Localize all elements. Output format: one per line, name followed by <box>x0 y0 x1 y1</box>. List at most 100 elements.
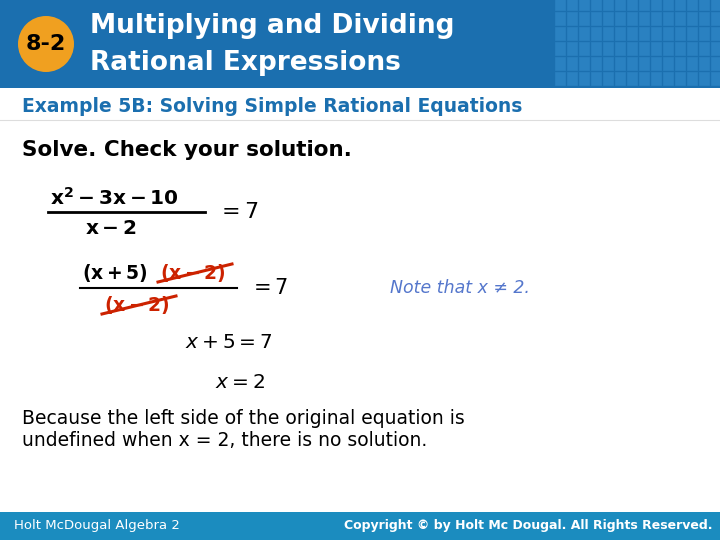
Bar <box>651 12 662 26</box>
Bar <box>675 72 686 86</box>
Text: 8-2: 8-2 <box>26 34 66 54</box>
Bar <box>567 12 578 26</box>
Text: undefined when x = 2, there is no solution.: undefined when x = 2, there is no soluti… <box>22 431 427 450</box>
Bar <box>639 27 650 41</box>
Bar <box>555 0 566 11</box>
Bar <box>579 0 590 11</box>
Bar <box>699 0 710 11</box>
Bar <box>699 27 710 41</box>
Bar <box>639 57 650 71</box>
Bar <box>711 12 720 26</box>
Bar <box>627 12 638 26</box>
Bar <box>651 27 662 41</box>
Bar <box>615 57 626 71</box>
Text: Multiplying and Dividing: Multiplying and Dividing <box>90 14 454 39</box>
Bar <box>627 0 638 11</box>
Bar <box>567 57 578 71</box>
Bar <box>687 42 698 56</box>
Bar <box>555 27 566 41</box>
Text: Because the left side of the original equation is: Because the left side of the original eq… <box>22 408 464 428</box>
Bar <box>639 0 650 11</box>
Text: $x + 5 = 7$: $x + 5 = 7$ <box>185 334 273 353</box>
Bar <box>567 27 578 41</box>
Text: $\mathbf{x^2 - 3x - 10}$: $\mathbf{x^2 - 3x - 10}$ <box>50 187 179 209</box>
Bar <box>651 72 662 86</box>
Bar <box>579 42 590 56</box>
Bar <box>615 0 626 11</box>
Bar <box>699 72 710 86</box>
Bar <box>711 27 720 41</box>
Text: $\mathbf{(x - 2)}$: $\mathbf{(x - 2)}$ <box>160 262 226 284</box>
Bar <box>687 57 698 71</box>
Bar <box>711 72 720 86</box>
Bar <box>663 42 674 56</box>
Bar <box>615 12 626 26</box>
Bar <box>591 27 602 41</box>
Bar <box>711 57 720 71</box>
Bar <box>687 72 698 86</box>
Bar <box>675 27 686 41</box>
Bar <box>663 0 674 11</box>
Bar <box>567 0 578 11</box>
Bar <box>639 42 650 56</box>
Bar <box>699 12 710 26</box>
Bar <box>675 12 686 26</box>
Bar <box>663 72 674 86</box>
Bar <box>687 12 698 26</box>
Bar <box>591 12 602 26</box>
Text: Copyright © by Holt Mc Dougal. All Rights Reserved.: Copyright © by Holt Mc Dougal. All Right… <box>343 519 712 532</box>
Bar <box>615 42 626 56</box>
Bar <box>615 27 626 41</box>
Bar <box>651 57 662 71</box>
Text: $\mathbf{(x - 2)}$: $\mathbf{(x - 2)}$ <box>104 294 170 316</box>
Bar <box>651 0 662 11</box>
Bar <box>687 27 698 41</box>
Bar <box>603 57 614 71</box>
Bar <box>603 72 614 86</box>
Bar <box>567 42 578 56</box>
Bar <box>567 72 578 86</box>
Text: $= 7$: $= 7$ <box>249 278 288 298</box>
Bar <box>675 42 686 56</box>
Text: $\mathbf{(x + 5)}$: $\mathbf{(x + 5)}$ <box>82 262 148 284</box>
Bar <box>591 57 602 71</box>
Bar <box>675 0 686 11</box>
Bar <box>663 57 674 71</box>
Bar <box>627 42 638 56</box>
Bar <box>639 12 650 26</box>
Bar <box>579 57 590 71</box>
Text: Holt McDougal Algebra 2: Holt McDougal Algebra 2 <box>14 519 180 532</box>
Circle shape <box>18 16 74 72</box>
Bar <box>663 27 674 41</box>
Bar <box>0 0 720 88</box>
Bar <box>603 0 614 11</box>
Bar <box>675 57 686 71</box>
Bar <box>699 42 710 56</box>
Bar <box>591 72 602 86</box>
Text: $= 7$: $= 7$ <box>217 202 258 222</box>
Text: $\mathbf{x - 2}$: $\mathbf{x - 2}$ <box>85 219 137 238</box>
Bar <box>603 12 614 26</box>
Bar <box>639 72 650 86</box>
Bar <box>579 12 590 26</box>
Bar <box>603 27 614 41</box>
Bar <box>591 42 602 56</box>
Bar <box>591 0 602 11</box>
Bar <box>579 72 590 86</box>
Bar <box>603 42 614 56</box>
Bar <box>699 57 710 71</box>
Bar <box>663 12 674 26</box>
Bar <box>711 0 720 11</box>
Text: Note that x ≠ 2.: Note that x ≠ 2. <box>390 279 530 297</box>
Bar <box>0 512 720 540</box>
Text: Solve. Check your solution.: Solve. Check your solution. <box>22 140 352 160</box>
Bar <box>627 27 638 41</box>
Bar <box>687 0 698 11</box>
Bar <box>651 42 662 56</box>
Bar <box>555 57 566 71</box>
Bar <box>627 72 638 86</box>
Bar <box>711 42 720 56</box>
Bar <box>555 42 566 56</box>
Text: $x = 2$: $x = 2$ <box>215 374 265 393</box>
Bar <box>555 72 566 86</box>
